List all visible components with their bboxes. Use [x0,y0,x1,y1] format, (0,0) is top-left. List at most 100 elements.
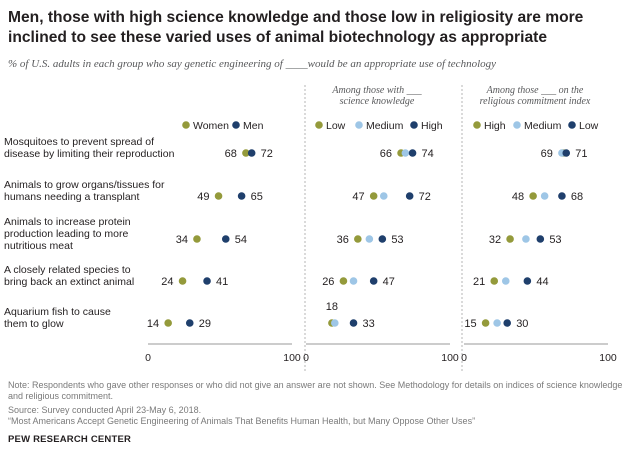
data-label: 49 [197,191,209,203]
legend-marker [410,121,418,129]
data-point [490,277,499,285]
data-point [522,235,530,243]
data-point [369,277,378,285]
data-label: 48 [512,191,524,203]
legend-marker [568,121,576,129]
data-label: 36 [337,234,349,246]
data-point [242,149,250,157]
data-label: 71 [575,148,587,160]
data-label: 54 [235,234,247,246]
data-label: 24 [161,276,173,288]
data-point [185,319,194,327]
chart-title: Men, those with high science knowledge a… [8,9,584,46]
legend-label: High [421,120,443,132]
x-tick-label: 100 [283,352,301,364]
panel-title: Among those ___ on the [486,85,584,96]
x-tick-label: 0 [461,352,467,364]
data-label: 53 [391,234,403,246]
chart-note: Note: Respondents who gave other respons… [8,380,623,401]
data-label: 32 [489,234,501,246]
panel-title: science knowledge [340,96,415,107]
data-point [523,277,532,285]
report-title: “Most Americans Accept Genetic Engineeri… [8,416,476,426]
data-point [365,235,374,243]
data-label: 66 [380,148,392,160]
x-tick-label: 100 [599,352,617,364]
legend-label: Low [579,120,599,132]
row-label: Mosquitoes to prevent spread of [4,136,154,148]
row-label: humans needing a transplant [4,191,140,203]
x-tick-label: 0 [303,352,309,364]
legend-label: Medium [524,120,562,132]
data-label: 15 [464,318,476,330]
data-label: 29 [199,318,211,330]
data-label: 30 [516,318,528,330]
data-point [164,319,172,327]
data-point [339,277,348,285]
legend-label: Low [326,120,346,132]
legend-marker [232,121,240,129]
data-point [379,192,388,200]
data-label: 53 [549,234,561,246]
row-label: Animals to grow organs/tissues for [4,179,165,191]
row-label: production leading to more [4,228,128,240]
legend-label: Men [243,120,264,132]
row-label: nutritious meat [4,240,73,252]
data-point [540,192,549,200]
data-point [506,235,514,243]
data-label: 74 [422,148,434,160]
data-point [369,192,378,200]
row-label: Animals to increase protein [4,216,131,228]
data-point [558,192,566,200]
data-point [405,192,414,200]
chart-source: Source: Survey conducted April 23-May 6,… [8,405,202,415]
data-label: 21 [473,276,485,288]
data-point [562,149,571,157]
data-label: 72 [261,148,273,160]
legend-label: Medium [366,120,404,132]
data-point [349,277,358,285]
x-tick-label: 100 [441,352,459,364]
legend-marker [315,121,323,129]
row-label: Aquarium fish to cause [4,306,111,318]
data-point [331,319,339,327]
data-label: 41 [216,276,228,288]
data-point [214,192,223,200]
row-label: A closely related species to [4,264,131,276]
data-point [178,277,187,285]
data-point [193,235,201,243]
data-label: 34 [176,234,188,246]
data-point [221,235,230,243]
legend-label: High [484,120,506,132]
data-point [378,235,387,243]
data-label: 47 [352,191,364,203]
data-point [536,235,545,243]
data-point [481,319,490,327]
panel-title: Among those with ___ [331,85,422,96]
data-label: 18 [326,301,338,313]
data-point [349,319,358,327]
data-label: 65 [251,191,263,203]
data-label: 72 [419,191,431,203]
x-tick-label: 0 [145,352,151,364]
data-point [503,319,512,327]
panel-title: religious commitment index [480,96,591,107]
data-label: 69 [541,148,553,160]
data-point [408,149,417,157]
data-label: 47 [383,276,395,288]
data-point [237,192,246,200]
data-label: 14 [147,318,159,330]
legend-marker [513,121,521,129]
legend-marker [182,121,190,129]
legend-label: Women [193,120,229,132]
row-label: disease by limiting their reproduction [4,148,175,160]
data-point [203,277,211,285]
data-label: 44 [536,276,548,288]
row-label: them to glow [4,318,64,330]
data-point [501,277,510,285]
legend-marker [473,121,481,129]
data-point [401,149,410,157]
data-point [247,149,256,157]
pew-logo: PEW RESEARCH CENTER [8,434,132,445]
